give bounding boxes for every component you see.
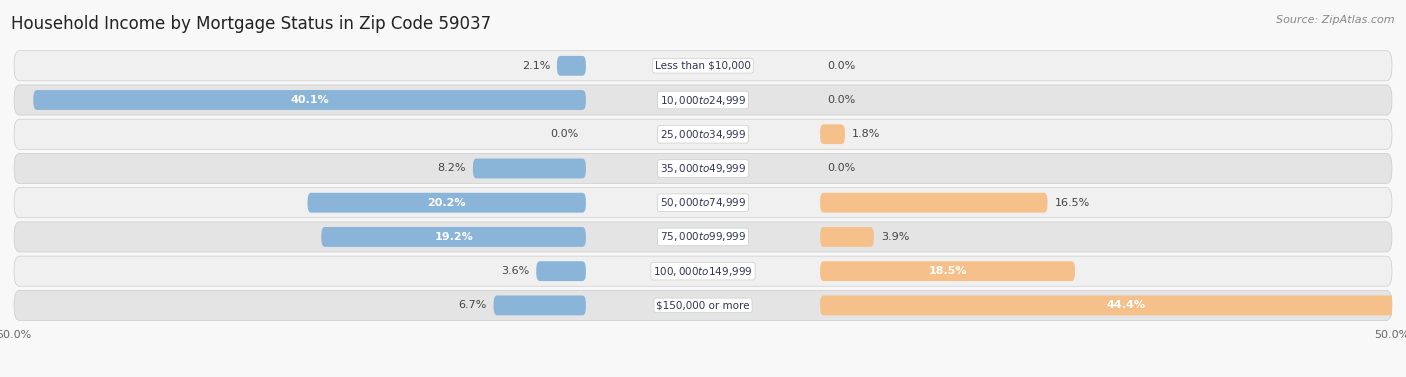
Text: 0.0%: 0.0% xyxy=(827,164,855,173)
FancyBboxPatch shape xyxy=(14,188,1392,218)
Text: 6.7%: 6.7% xyxy=(458,300,486,310)
Text: 18.5%: 18.5% xyxy=(928,266,967,276)
FancyBboxPatch shape xyxy=(14,290,1392,320)
Text: 2.1%: 2.1% xyxy=(522,61,550,71)
Text: $100,000 to $149,999: $100,000 to $149,999 xyxy=(654,265,752,278)
Text: 0.0%: 0.0% xyxy=(827,61,855,71)
Text: $75,000 to $99,999: $75,000 to $99,999 xyxy=(659,230,747,244)
Text: $10,000 to $24,999: $10,000 to $24,999 xyxy=(659,93,747,107)
FancyBboxPatch shape xyxy=(820,124,845,144)
Text: 1.8%: 1.8% xyxy=(852,129,880,139)
Text: 40.1%: 40.1% xyxy=(290,95,329,105)
Text: 8.2%: 8.2% xyxy=(437,164,465,173)
Text: 0.0%: 0.0% xyxy=(827,95,855,105)
FancyBboxPatch shape xyxy=(34,90,586,110)
Text: $50,000 to $74,999: $50,000 to $74,999 xyxy=(659,196,747,209)
Text: $35,000 to $49,999: $35,000 to $49,999 xyxy=(659,162,747,175)
FancyBboxPatch shape xyxy=(820,227,875,247)
FancyBboxPatch shape xyxy=(14,85,1392,115)
Text: Household Income by Mortgage Status in Zip Code 59037: Household Income by Mortgage Status in Z… xyxy=(11,15,491,33)
Text: $150,000 or more: $150,000 or more xyxy=(657,300,749,310)
FancyBboxPatch shape xyxy=(14,222,1392,252)
FancyBboxPatch shape xyxy=(472,159,586,178)
Text: Less than $10,000: Less than $10,000 xyxy=(655,61,751,71)
Text: 19.2%: 19.2% xyxy=(434,232,472,242)
Legend: Without Mortgage, With Mortgage: Without Mortgage, With Mortgage xyxy=(575,374,831,377)
Text: Source: ZipAtlas.com: Source: ZipAtlas.com xyxy=(1277,15,1395,25)
FancyBboxPatch shape xyxy=(820,261,1076,281)
FancyBboxPatch shape xyxy=(14,256,1392,286)
FancyBboxPatch shape xyxy=(308,193,586,213)
Text: 3.9%: 3.9% xyxy=(880,232,910,242)
Text: 0.0%: 0.0% xyxy=(551,129,579,139)
FancyBboxPatch shape xyxy=(557,56,586,76)
FancyBboxPatch shape xyxy=(322,227,586,247)
Text: 20.2%: 20.2% xyxy=(427,198,465,208)
FancyBboxPatch shape xyxy=(14,51,1392,81)
FancyBboxPatch shape xyxy=(494,296,586,315)
FancyBboxPatch shape xyxy=(820,296,1406,315)
FancyBboxPatch shape xyxy=(820,193,1047,213)
FancyBboxPatch shape xyxy=(536,261,586,281)
Text: 3.6%: 3.6% xyxy=(501,266,530,276)
Text: $25,000 to $34,999: $25,000 to $34,999 xyxy=(659,128,747,141)
FancyBboxPatch shape xyxy=(14,119,1392,149)
FancyBboxPatch shape xyxy=(14,153,1392,184)
Text: 16.5%: 16.5% xyxy=(1054,198,1090,208)
Text: 44.4%: 44.4% xyxy=(1107,300,1146,310)
